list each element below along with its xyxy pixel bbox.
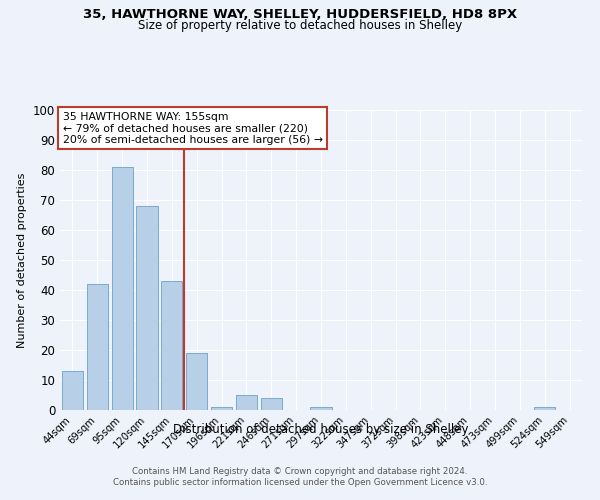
Text: Distribution of detached houses by size in Shelley: Distribution of detached houses by size … <box>173 422 469 436</box>
Bar <box>112 167 133 410</box>
Bar <box>310 407 332 410</box>
Text: Size of property relative to detached houses in Shelley: Size of property relative to detached ho… <box>138 19 462 32</box>
Bar <box>534 407 555 410</box>
Bar <box>136 206 158 410</box>
Text: 35, HAWTHORNE WAY, SHELLEY, HUDDERSFIELD, HD8 8PX: 35, HAWTHORNE WAY, SHELLEY, HUDDERSFIELD… <box>83 8 517 20</box>
Bar <box>87 284 108 410</box>
Text: 35 HAWTHORNE WAY: 155sqm
← 79% of detached houses are smaller (220)
20% of semi-: 35 HAWTHORNE WAY: 155sqm ← 79% of detach… <box>62 112 323 144</box>
Bar <box>236 395 257 410</box>
Bar <box>261 398 282 410</box>
Text: Contains HM Land Registry data © Crown copyright and database right 2024.
Contai: Contains HM Land Registry data © Crown c… <box>113 468 487 487</box>
Bar <box>186 353 207 410</box>
Bar <box>161 281 182 410</box>
Bar <box>62 371 83 410</box>
Y-axis label: Number of detached properties: Number of detached properties <box>17 172 28 348</box>
Bar <box>211 407 232 410</box>
